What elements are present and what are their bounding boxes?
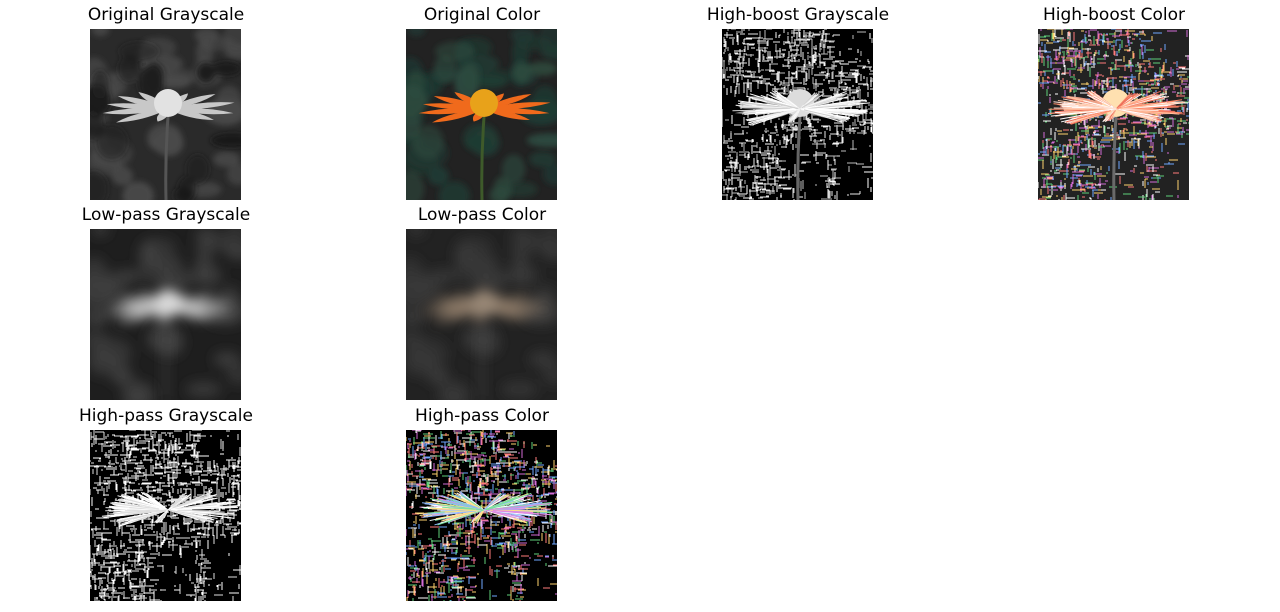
image-high-pass-grayscale <box>90 430 241 601</box>
filtered-flower-image <box>406 29 557 200</box>
image-high-pass-color <box>406 430 557 601</box>
panel-title: Original Grayscale <box>87 5 245 25</box>
image-high-boost-color <box>1038 29 1189 200</box>
panel-title: High-pass Grayscale <box>79 406 253 426</box>
filtered-flower-image <box>722 29 873 200</box>
panel-title: Low-pass Grayscale <box>81 205 251 225</box>
image-original-color <box>406 29 557 200</box>
image-original-grayscale <box>90 29 241 200</box>
panel-title: High-boost Grayscale <box>706 5 890 25</box>
panel-title: High-boost Color <box>1042 5 1186 25</box>
filtered-flower-image <box>406 229 557 400</box>
filtered-flower-image <box>90 430 241 601</box>
panel-title: Original Color <box>423 5 541 25</box>
image-low-pass-grayscale <box>90 229 241 400</box>
panel-title: Low-pass Color <box>417 205 547 225</box>
filtered-flower-image <box>90 29 241 200</box>
filtered-flower-image <box>1038 29 1189 200</box>
filtered-flower-image <box>90 229 241 400</box>
panel-title: High-pass Color <box>415 406 549 426</box>
image-high-boost-grayscale <box>722 29 873 200</box>
filtered-flower-image <box>406 430 557 601</box>
image-low-pass-color <box>406 229 557 400</box>
